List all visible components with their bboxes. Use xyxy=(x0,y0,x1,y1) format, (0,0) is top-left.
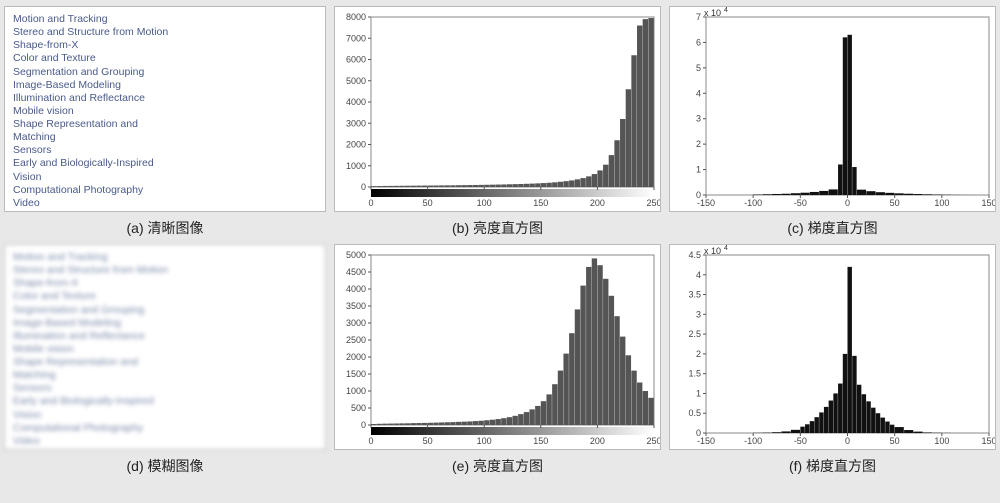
svg-text:2500: 2500 xyxy=(346,335,366,345)
svg-text:5: 5 xyxy=(696,63,701,73)
svg-text:50: 50 xyxy=(423,198,433,208)
svg-text:4: 4 xyxy=(696,270,701,280)
svg-text:1.5: 1.5 xyxy=(688,369,701,379)
svg-text:150: 150 xyxy=(981,198,995,208)
svg-text:5000: 5000 xyxy=(346,250,366,260)
svg-text:0: 0 xyxy=(696,428,701,438)
svg-text:150: 150 xyxy=(533,198,548,208)
svg-text:3: 3 xyxy=(696,114,701,124)
svg-text:1: 1 xyxy=(696,388,701,398)
svg-text:2000: 2000 xyxy=(346,140,366,150)
caption-c: (c) 梯度直方图 xyxy=(665,214,1000,242)
svg-text:7: 7 xyxy=(696,12,701,22)
svg-text:2: 2 xyxy=(696,349,701,359)
svg-text:-50: -50 xyxy=(794,198,807,208)
svg-text:50: 50 xyxy=(890,198,900,208)
caption-b: (b) 亮度直方图 xyxy=(330,214,665,242)
svg-text:-50: -50 xyxy=(794,436,807,446)
svg-text:3500: 3500 xyxy=(346,301,366,311)
svg-text:-100: -100 xyxy=(744,198,762,208)
svg-text:1000: 1000 xyxy=(346,161,366,171)
svg-text:8000: 8000 xyxy=(346,12,366,22)
svg-text:0: 0 xyxy=(845,436,850,446)
svg-text:0: 0 xyxy=(361,182,366,192)
svg-text:4: 4 xyxy=(724,7,728,14)
caption-f: (f) 梯度直方图 xyxy=(665,452,1000,480)
svg-text:6000: 6000 xyxy=(346,55,366,65)
svg-text:250: 250 xyxy=(646,436,660,446)
svg-text:0: 0 xyxy=(368,436,373,446)
svg-text:4000: 4000 xyxy=(346,284,366,294)
svg-text:0: 0 xyxy=(368,198,373,208)
svg-text:1000: 1000 xyxy=(346,386,366,396)
svg-text:7000: 7000 xyxy=(346,33,366,43)
svg-text:100: 100 xyxy=(477,198,492,208)
svg-text:0: 0 xyxy=(361,420,366,430)
svg-text:x 10: x 10 xyxy=(704,8,721,18)
svg-text:500: 500 xyxy=(351,403,366,413)
svg-text:0.5: 0.5 xyxy=(688,408,701,418)
svg-text:0: 0 xyxy=(696,190,701,200)
svg-text:150: 150 xyxy=(533,436,548,446)
svg-text:4.5: 4.5 xyxy=(688,250,701,260)
svg-text:6: 6 xyxy=(696,37,701,47)
svg-text:0: 0 xyxy=(845,198,850,208)
svg-text:3: 3 xyxy=(696,309,701,319)
svg-text:200: 200 xyxy=(590,198,605,208)
caption-a: (a) 清晰图像 xyxy=(0,214,330,242)
svg-text:200: 200 xyxy=(590,436,605,446)
svg-text:5000: 5000 xyxy=(346,76,366,86)
svg-text:2.5: 2.5 xyxy=(688,329,701,339)
svg-text:4000: 4000 xyxy=(346,97,366,107)
svg-text:1500: 1500 xyxy=(346,369,366,379)
svg-text:1: 1 xyxy=(696,165,701,175)
svg-text:100: 100 xyxy=(934,198,949,208)
svg-text:100: 100 xyxy=(934,436,949,446)
svg-text:4: 4 xyxy=(696,88,701,98)
chart-f-gradient-histogram: -150-100-5005010015000.511.522.533.544.5… xyxy=(669,244,996,450)
svg-text:-100: -100 xyxy=(744,436,762,446)
chart-b-luminance-histogram: 0 50 100 150 200 250 0 1000 2000 3000 4000 5000 6000… xyxy=(334,6,661,212)
svg-text:3.5: 3.5 xyxy=(688,290,701,300)
svg-text:100: 100 xyxy=(477,436,492,446)
svg-text:x 10: x 10 xyxy=(704,246,721,256)
svg-text:4: 4 xyxy=(724,245,728,252)
svg-text:250: 250 xyxy=(646,198,660,208)
svg-text:50: 50 xyxy=(423,436,433,446)
caption-e: (e) 亮度直方图 xyxy=(330,452,665,480)
chart-e-luminance-histogram: 0501001502002500500100015002000250030003… xyxy=(334,244,661,450)
blurred-image-panel: Motion and TrackingStereo and Structure … xyxy=(4,244,326,450)
chart-c-gradient-histogram: -150-100-5005010015001234567x 104 xyxy=(669,6,996,212)
caption-d: (d) 模糊图像 xyxy=(0,452,330,480)
svg-text:2: 2 xyxy=(696,139,701,149)
svg-text:3000: 3000 xyxy=(346,318,366,328)
svg-text:50: 50 xyxy=(890,436,900,446)
svg-text:4500: 4500 xyxy=(346,267,366,277)
svg-text:150: 150 xyxy=(981,436,995,446)
svg-text:2000: 2000 xyxy=(346,352,366,362)
clear-image-panel: Motion and TrackingStereo and Structure … xyxy=(4,6,326,212)
svg-text:3000: 3000 xyxy=(346,118,366,128)
